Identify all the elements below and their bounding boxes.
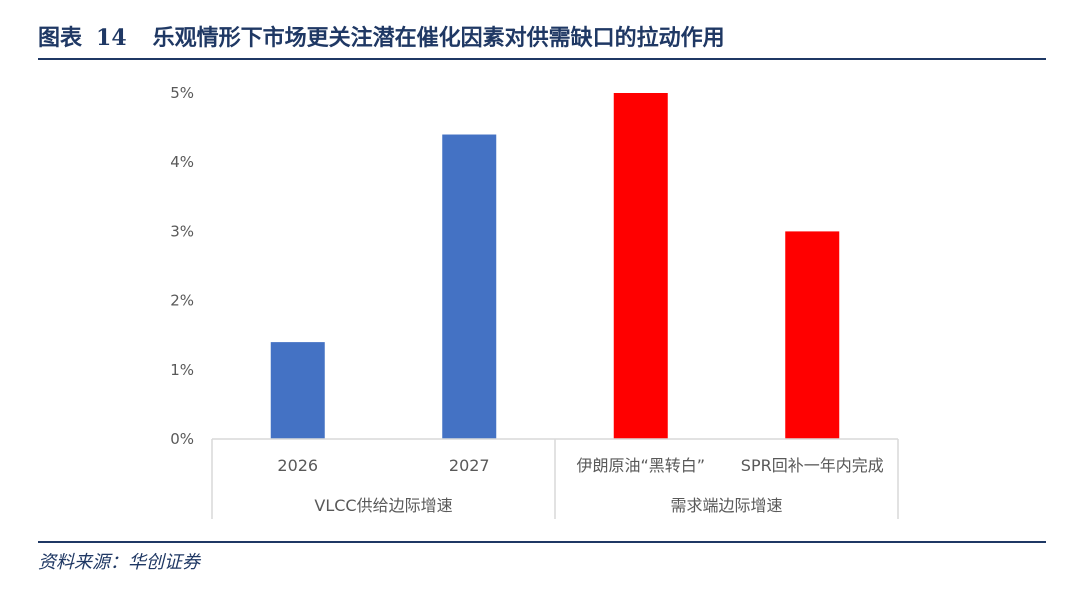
y-tick-label: 1% bbox=[170, 361, 194, 379]
bar bbox=[442, 134, 497, 439]
figure-number: 14 bbox=[96, 25, 127, 51]
title-divider bbox=[38, 58, 1046, 60]
x-group-label: VLCC供给边际增速 bbox=[314, 496, 452, 515]
y-tick-label: 4% bbox=[170, 153, 194, 171]
bar bbox=[613, 93, 668, 439]
y-tick-label: 2% bbox=[170, 292, 194, 310]
source-divider bbox=[38, 541, 1046, 543]
y-tick-label: 3% bbox=[170, 222, 194, 240]
bar-chart: 0% 1% 2% 3% 4% 5% 2026 2027 伊朗原油“黑转白” SPR回补一年内完成 V… bbox=[170, 84, 899, 519]
bar bbox=[270, 342, 325, 439]
bar bbox=[785, 231, 840, 439]
x-tick-label: 2027 bbox=[449, 456, 490, 475]
y-tick-label: 0% bbox=[170, 430, 194, 448]
x-tick-label: 伊朗原油“黑转白” bbox=[576, 456, 705, 475]
source-note: 资料来源：华创证券 bbox=[38, 552, 200, 573]
figure-title: 图表 14 乐观情形下市场更关注潜在催化因素对供需缺口的拉动作用 bbox=[38, 20, 725, 56]
figure-title-text: 乐观情形下市场更关注潜在催化因素对供需缺口的拉动作用 bbox=[152, 25, 725, 51]
figure-label: 图表 bbox=[38, 25, 83, 51]
x-tick-label: 2026 bbox=[277, 456, 318, 475]
x-tick-label: SPR回补一年内完成 bbox=[741, 456, 884, 475]
y-tick-label: 5% bbox=[170, 84, 194, 102]
x-group-label: 需求端边际增速 bbox=[670, 496, 782, 515]
